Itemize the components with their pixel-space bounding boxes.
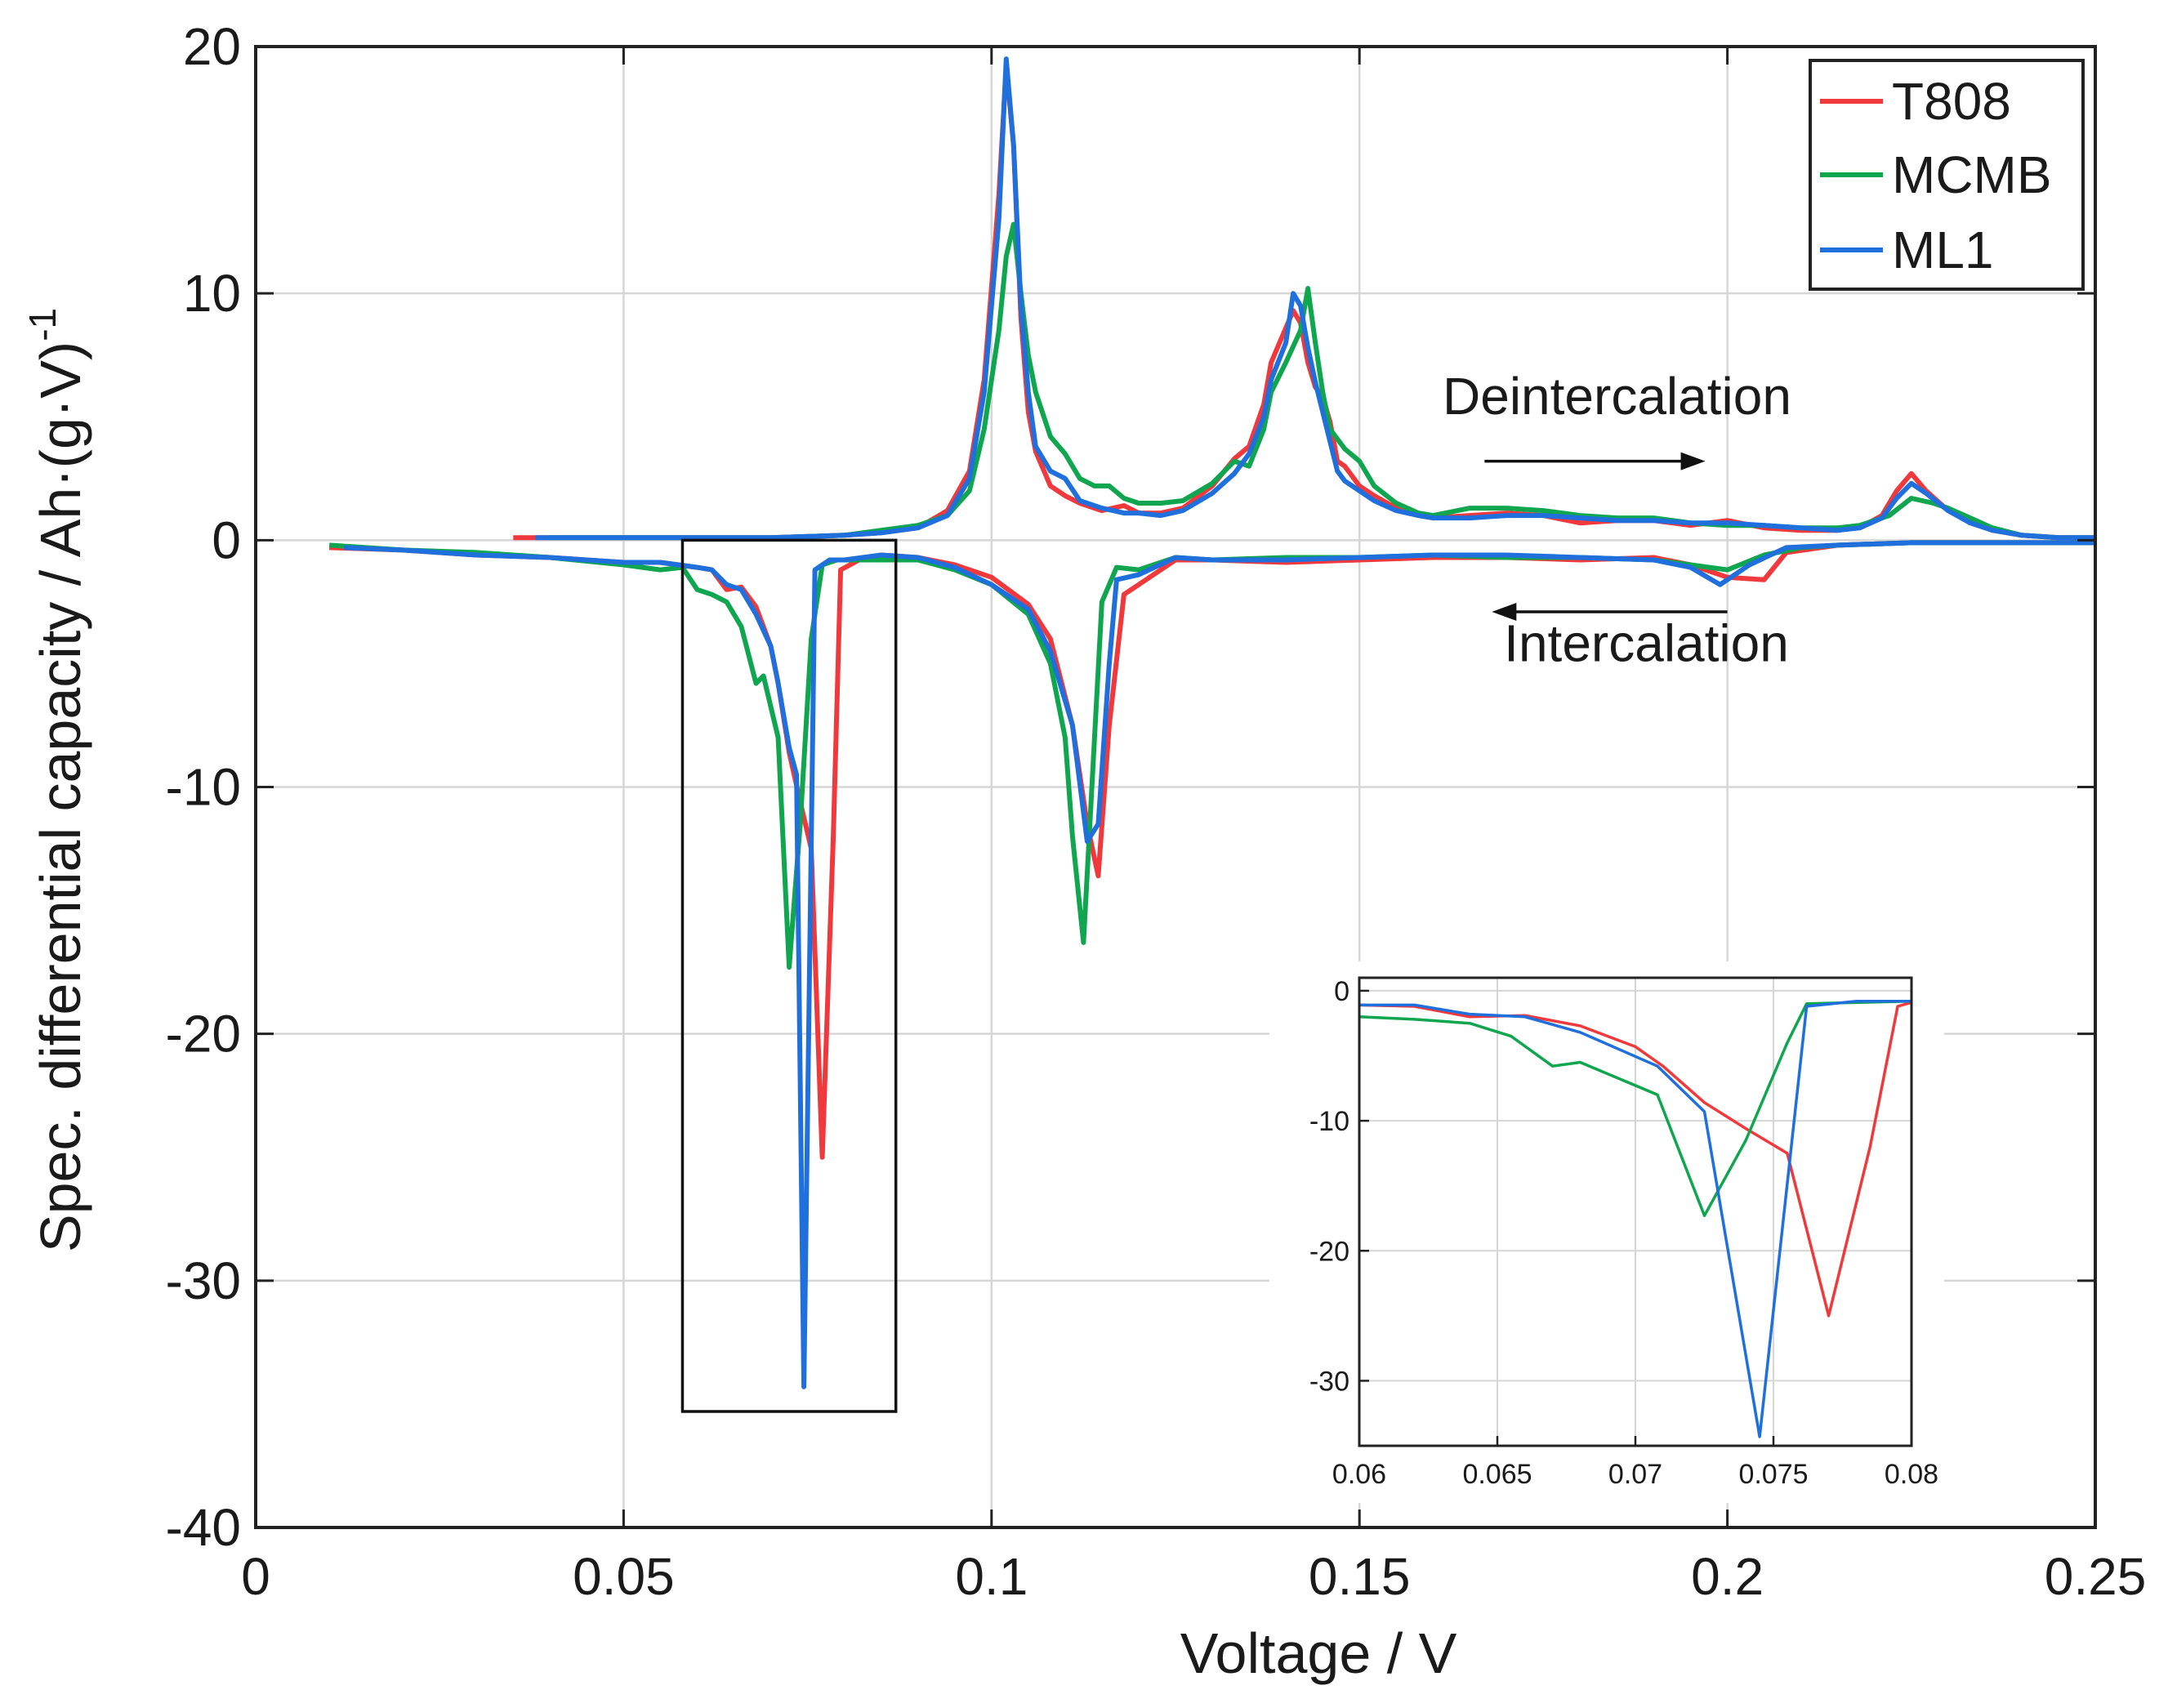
x-axis-label: Voltage / V: [1180, 1621, 1457, 1685]
inset-x-tick-label-2: 0.07: [1608, 1459, 1662, 1490]
y-axis-label: Spec. differential capacity / Ah·(g·V)-1: [21, 308, 92, 1252]
y-tick-label-2: 0: [212, 511, 241, 569]
inset-grid: [1359, 978, 1911, 1446]
y-tick-label-5: -30: [166, 1251, 242, 1310]
inset-series-t808: [1358, 1001, 1912, 1318]
x-tick-label-4: 0.2: [1691, 1547, 1764, 1606]
y-tick-label-4: -20: [166, 1005, 242, 1064]
inset-x-tick-label-3: 0.075: [1738, 1459, 1808, 1490]
inset-chart: 0.06 0.065 0.07 0.075 0.08 0 -10 -20 -30: [1269, 961, 1944, 1503]
inset-y-tick-label-2: -20: [1309, 1236, 1349, 1267]
series-ml1-intercalation: [343, 540, 2095, 1389]
x-tick-label-3: 0.15: [1309, 1547, 1411, 1606]
inset-series-mcmb: [1358, 999, 1912, 1218]
y-axis-label-superscript: -1: [21, 308, 64, 341]
y-tick-label-3: -10: [166, 758, 242, 817]
inset-x-tick-label-4: 0.08: [1885, 1459, 1938, 1490]
main-ticks: [254, 45, 2097, 1529]
x-tick-label-0: 0: [241, 1547, 270, 1606]
y-axis-label-main: Spec. differential capacity / Ah·(g·V): [29, 341, 92, 1252]
series-ml1-deintercalation: [535, 56, 2095, 541]
inset-x-tick-label-1: 0.065: [1462, 1459, 1532, 1490]
zoom-highlight-box: [680, 538, 898, 1413]
legend-label-ml1: ML1: [1892, 221, 1994, 279]
inset-y-tick-label-3: -30: [1309, 1366, 1349, 1397]
inset-tick-labels: 0.06 0.065 0.07 0.075 0.08 0 -10 -20 -30: [1309, 976, 1938, 1490]
annotation-intercalation: Intercalation: [1504, 613, 1789, 672]
legend-label-mcmb: MCMB: [1892, 145, 2052, 204]
x-tick-label-5: 0.25: [2045, 1547, 2147, 1606]
x-tick-label-2: 0.1: [955, 1547, 1028, 1606]
inset-background: [1269, 961, 1944, 1503]
inset-y-tick-label-0: 0: [1334, 976, 1349, 1007]
annotation-deintercalation: Deintercalation: [1443, 367, 1791, 426]
x-tick-label-1: 0.05: [573, 1547, 675, 1606]
legend-label-t808: T808: [1892, 72, 2011, 131]
main-grid: [256, 47, 2095, 1527]
y-tick-label-1: 10: [183, 264, 241, 323]
inset-series-layer: [1358, 999, 1912, 1438]
y-tick-label-6: -40: [166, 1498, 242, 1557]
inset-x-tick-label-0: 0.06: [1332, 1459, 1386, 1490]
legend: T808 MCMB ML1: [1809, 59, 2085, 291]
annotations: Deintercalation Intercalation: [1443, 367, 1791, 672]
main-tick-labels: 0 0.05 0.1 0.15 0.2 0.25 20 10 0 -10 -20 -30 -40: [166, 17, 2147, 1606]
inset-series-ml1: [1359, 999, 1911, 1438]
arrowhead-left: [1492, 602, 1517, 621]
y-tick-label-0: 20: [183, 17, 241, 76]
inset-ticks: [1358, 989, 1913, 1446]
y-axis-label-group: Spec. differential capacity / Ah·(g·V)-1: [21, 308, 92, 1252]
main-series-layer: [328, 56, 2095, 1389]
inset-y-tick-label-1: -10: [1309, 1106, 1349, 1137]
arrowhead-right: [1680, 452, 1706, 470]
